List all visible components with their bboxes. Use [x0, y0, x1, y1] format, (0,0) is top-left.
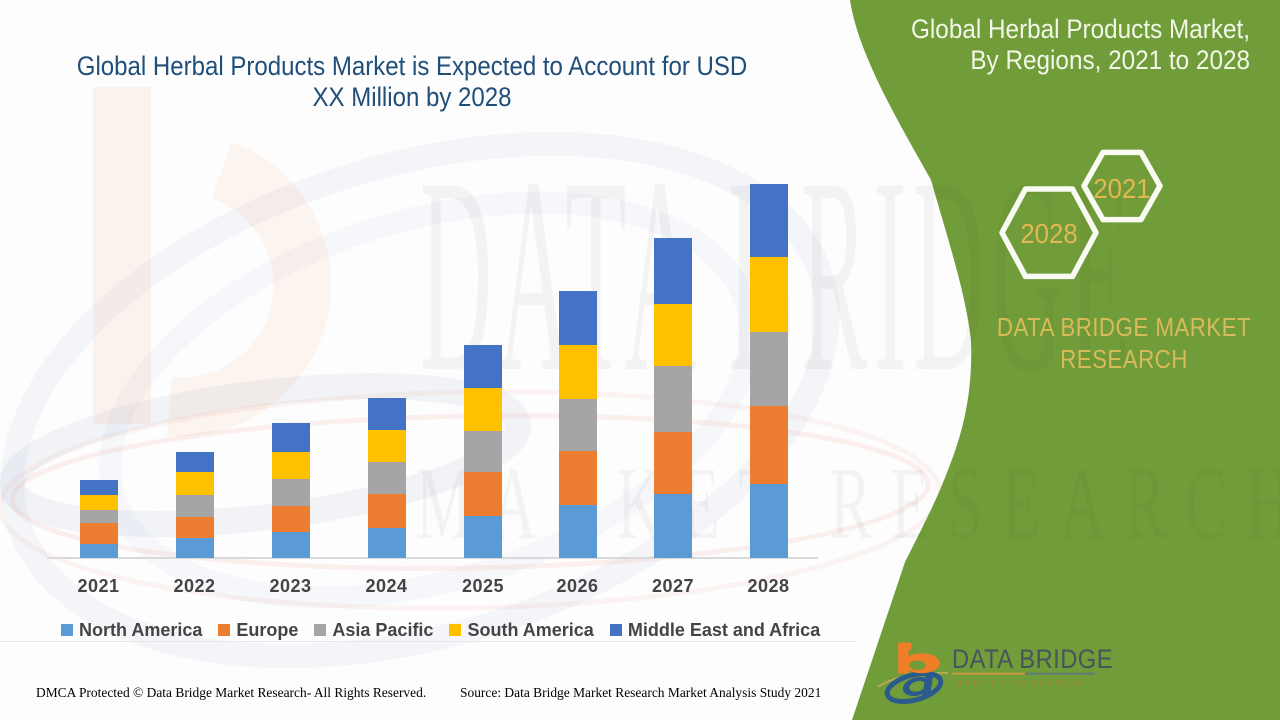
svg-text:DATA BRIDGE: DATA BRIDGE — [952, 645, 1113, 675]
svg-text:MARKET RESEARCH: MARKET RESEARCH — [955, 679, 1083, 688]
